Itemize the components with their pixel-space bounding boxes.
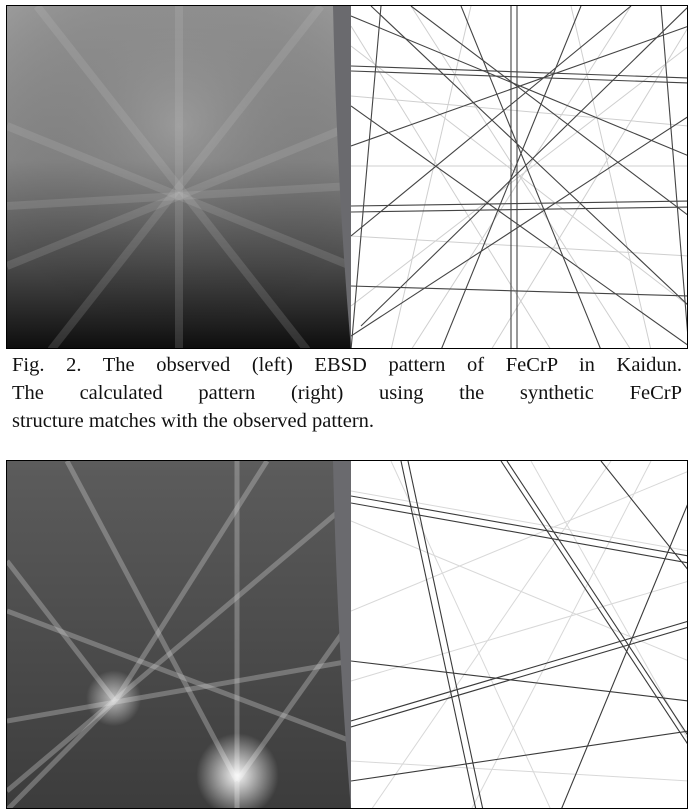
caption-line-1: Fig. 2. The observed (left) EBSD pattern…: [12, 354, 682, 376]
caption-line-2: The calculated pattern (right) using the…: [12, 382, 682, 404]
figure-2: [6, 5, 688, 349]
figure-2-caption: Fig. 2. The observed (left) EBSD pattern…: [12, 351, 682, 435]
calculated-pattern-fig3: [351, 461, 687, 808]
observed-ebsd-pattern-fig2: [7, 6, 351, 348]
figure-3: [6, 460, 688, 809]
caption-line-3: structure matches with the observed patt…: [12, 410, 375, 432]
calculated-pattern-fig2: [351, 6, 687, 348]
observed-ebsd-pattern-fig3: [7, 461, 351, 808]
